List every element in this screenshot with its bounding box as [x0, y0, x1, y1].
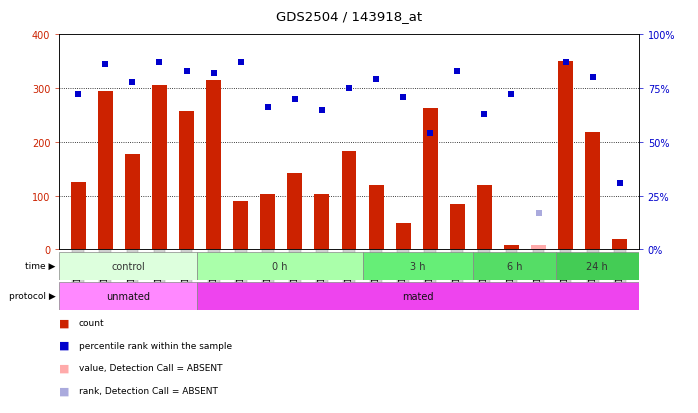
Text: count: count	[79, 318, 105, 327]
Text: 0 h: 0 h	[272, 261, 288, 271]
Bar	[473, 252, 556, 280]
Text: ■: ■	[59, 386, 70, 396]
Text: time ▶: time ▶	[25, 261, 56, 271]
Text: percentile rank within the sample: percentile rank within the sample	[79, 341, 232, 350]
Bar	[233, 202, 248, 250]
Bar	[450, 204, 465, 250]
Text: GDS2504 / 143918_at: GDS2504 / 143918_at	[276, 10, 422, 23]
Bar	[341, 152, 357, 250]
Text: 3 h: 3 h	[410, 261, 426, 271]
Bar	[260, 195, 275, 250]
Bar	[423, 109, 438, 250]
Bar	[315, 195, 329, 250]
Text: ■: ■	[59, 318, 70, 328]
Bar	[612, 239, 628, 250]
Text: unmated: unmated	[106, 291, 150, 301]
Text: ■: ■	[59, 363, 70, 373]
Bar	[59, 252, 198, 280]
Bar	[206, 81, 221, 250]
Bar	[152, 86, 167, 250]
Text: ■: ■	[59, 340, 70, 350]
Bar	[558, 62, 573, 250]
Bar	[363, 252, 473, 280]
Text: protocol ▶: protocol ▶	[9, 292, 56, 301]
Bar	[198, 252, 363, 280]
Bar	[556, 252, 639, 280]
Bar	[98, 91, 113, 250]
Bar	[369, 185, 383, 250]
Bar	[125, 154, 140, 250]
Bar	[396, 223, 410, 250]
Text: 24 h: 24 h	[586, 261, 608, 271]
Bar	[59, 282, 198, 310]
Text: mated: mated	[402, 291, 433, 301]
Bar	[179, 112, 194, 250]
Bar	[531, 246, 546, 250]
Text: rank, Detection Call = ABSENT: rank, Detection Call = ABSENT	[79, 386, 218, 395]
Text: 6 h: 6 h	[507, 261, 522, 271]
Bar	[585, 133, 600, 250]
Bar	[70, 183, 86, 250]
Bar	[504, 246, 519, 250]
Bar	[477, 185, 492, 250]
Text: value, Detection Call = ABSENT: value, Detection Call = ABSENT	[79, 363, 223, 373]
Bar	[288, 173, 302, 250]
Text: control: control	[112, 261, 145, 271]
Bar	[198, 282, 639, 310]
